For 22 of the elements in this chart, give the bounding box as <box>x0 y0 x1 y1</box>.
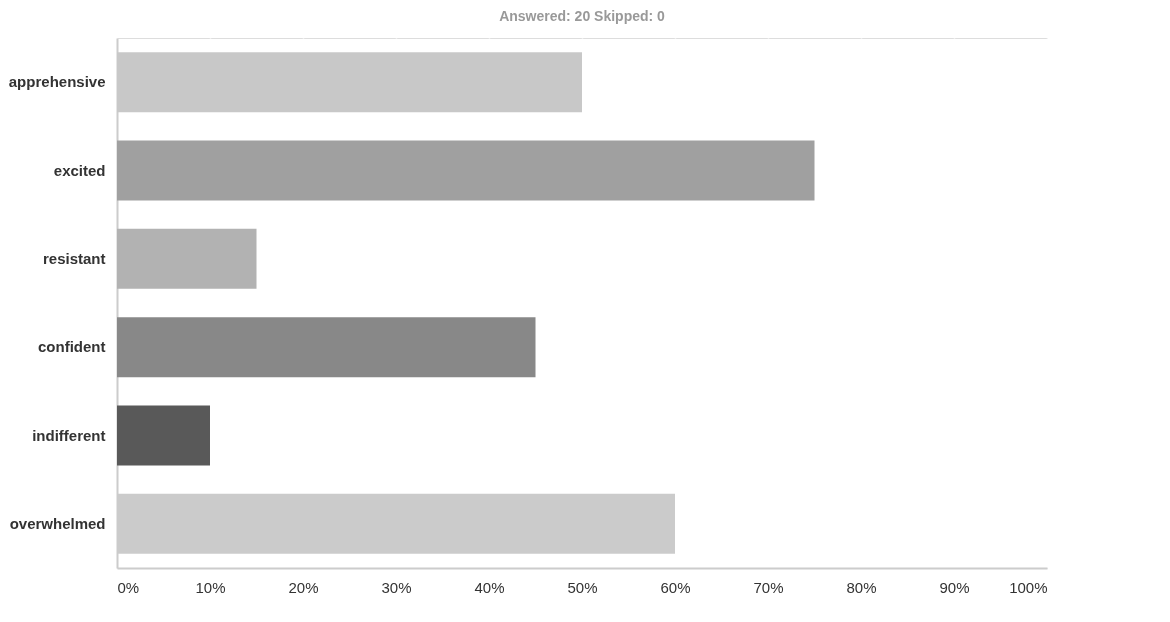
x-tick-label: 20% <box>288 578 319 596</box>
x-tick-label: 100% <box>1009 578 1048 596</box>
chart-title: Answered: 20 Skipped: 0 <box>499 8 666 24</box>
y-tick-label: confident <box>38 338 106 356</box>
x-tick-label: 90% <box>939 578 970 596</box>
y-tick-label: excited <box>53 161 106 179</box>
y-tick-label: apprehensive <box>8 73 106 91</box>
bar <box>117 317 536 378</box>
bar <box>117 405 210 466</box>
y-tick-label: resistant <box>42 249 106 267</box>
x-tick-label: 60% <box>660 578 691 596</box>
x-tick-label: 80% <box>846 578 877 596</box>
x-tick-label: 40% <box>474 578 505 596</box>
y-tick-label: indifferent <box>32 426 106 444</box>
bar <box>117 140 815 201</box>
y-tick-label: overwhelmed <box>9 514 106 532</box>
x-tick-label: 10% <box>195 578 226 596</box>
x-tick-label: 0% <box>117 578 140 596</box>
bar <box>117 228 257 289</box>
x-tick-label: 30% <box>381 578 412 596</box>
x-tick-label: 50% <box>567 578 598 596</box>
x-tick-label: 70% <box>753 578 784 596</box>
